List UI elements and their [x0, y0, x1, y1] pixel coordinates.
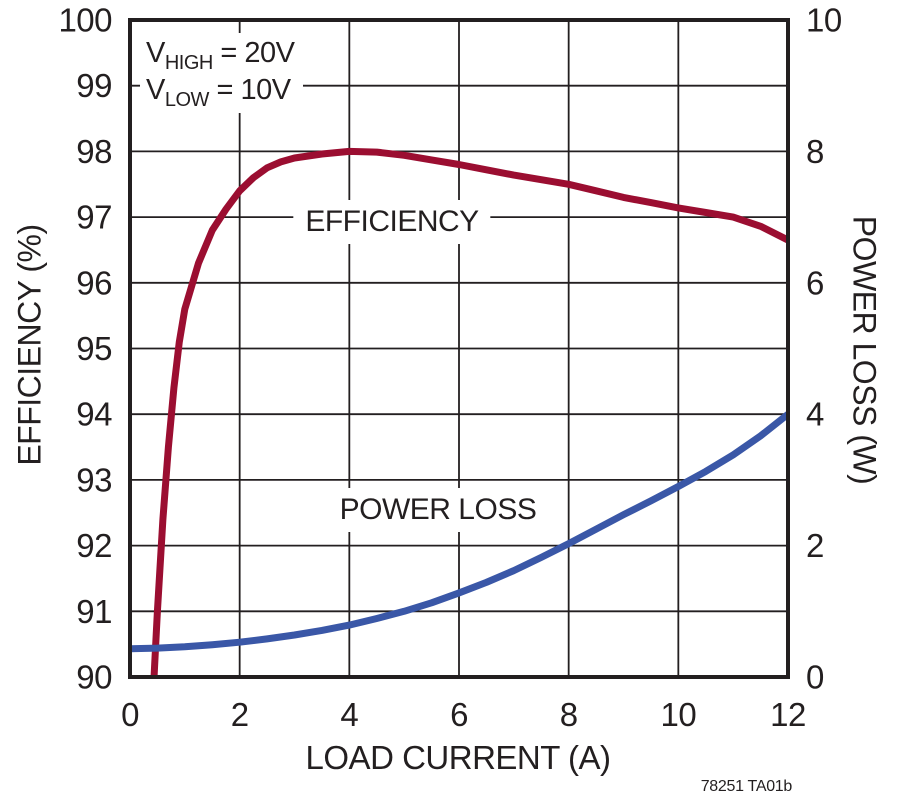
x-tick: 6: [450, 696, 468, 733]
y-tick-right: 4: [806, 396, 824, 433]
y-tick-left: 95: [76, 330, 112, 367]
y-tick-right: 10: [806, 2, 842, 39]
plot-frame: [128, 18, 790, 679]
y-tick-left: 100: [58, 2, 112, 39]
y-tick-left: 90: [76, 659, 112, 696]
y-tick-right: 0: [806, 659, 824, 696]
x-tick: 2: [231, 696, 249, 733]
condition-vhigh: VHIGH = 20V: [146, 37, 295, 74]
x-axis-title: LOAD CURRENT (A): [305, 739, 611, 776]
efficiency-curve-label: EFFICIENCY: [293, 200, 491, 244]
y-tick-left: 92: [76, 527, 112, 564]
y-tick-left: 97: [76, 199, 112, 236]
gridlines: [130, 20, 788, 677]
x-tick: 12: [770, 696, 806, 733]
x-tick: 0: [121, 696, 139, 733]
figure-reference-code: 78251 TA01b: [700, 778, 793, 795]
y-tick-left: 99: [76, 67, 112, 104]
y-tick-right: 8: [806, 133, 824, 170]
x-tick: 8: [560, 696, 578, 733]
x-tick: 10: [660, 696, 696, 733]
y-tick-left: 91: [76, 593, 112, 630]
y-axis-title-right: POWER LOSS (W): [846, 215, 883, 485]
y-tick-right: 2: [806, 527, 824, 564]
power-loss-curve: [130, 411, 788, 653]
y-tick-left: 96: [76, 264, 112, 301]
y-tick-right: 6: [806, 264, 824, 301]
efficiency-curve: [150, 147, 788, 677]
x-tick: 4: [340, 696, 358, 733]
conditions-annotation: VHIGH = 20V VLOW = 10V: [140, 33, 303, 113]
condition-vlow: VLOW = 10V: [146, 74, 291, 111]
power-loss-curve-label: POWER LOSS: [327, 488, 549, 532]
y-tick-left: 98: [76, 133, 112, 170]
y-axis-title-left: EFFICIENCY (%): [11, 224, 48, 466]
y-tick-left: 93: [76, 461, 112, 498]
y-tick-left: 94: [76, 396, 112, 433]
